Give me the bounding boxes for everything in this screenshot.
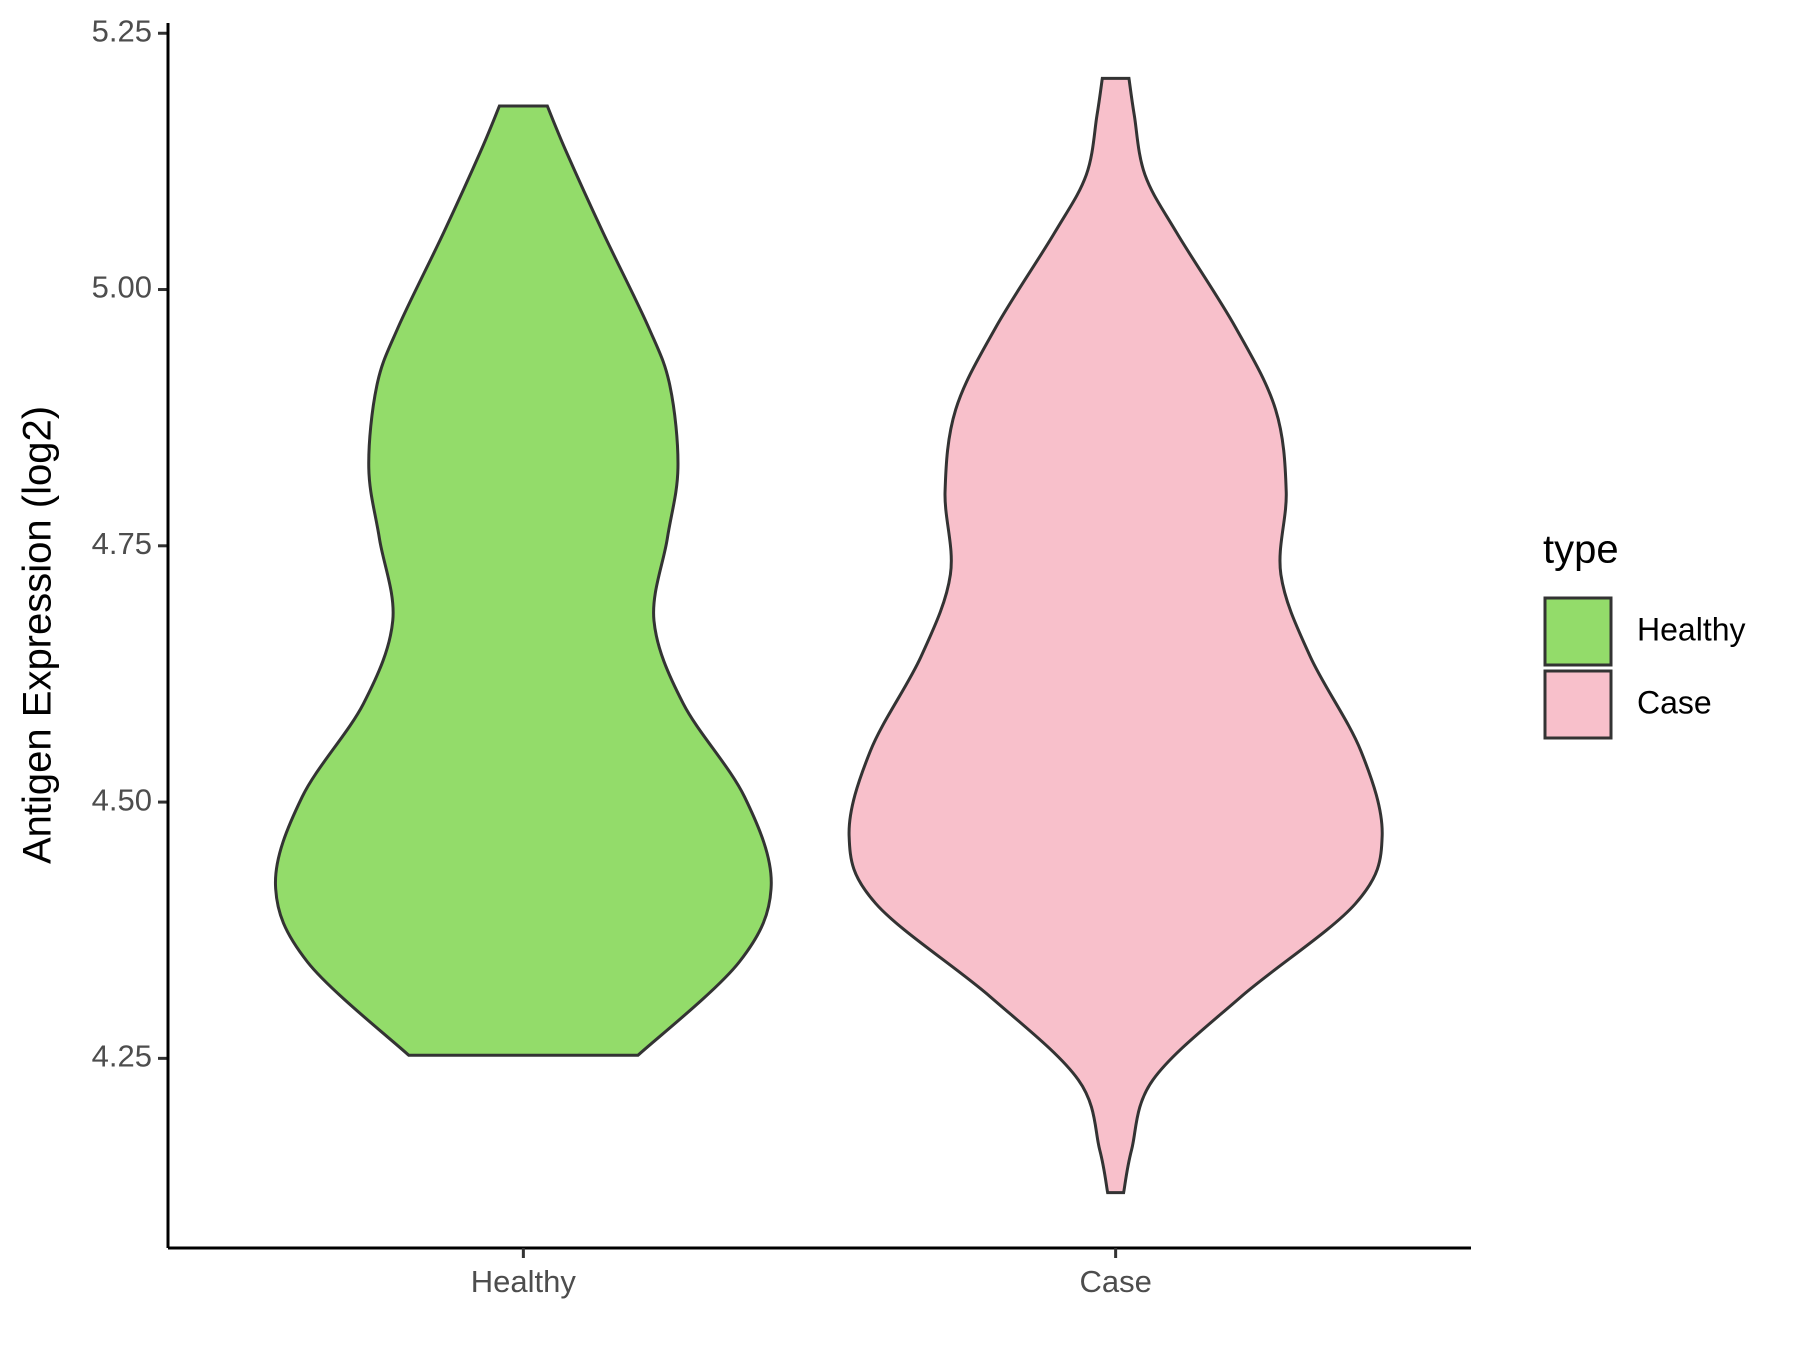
- x-tick-label: Healthy: [471, 1264, 577, 1299]
- x-tick-label: Case: [1079, 1264, 1151, 1299]
- violin: [847, 76, 1384, 1195]
- y-tick-label: 4.50: [92, 782, 152, 817]
- y-tick-label: 4.75: [92, 526, 152, 561]
- y-axis-label: Antigen Expression (log2): [16, 406, 60, 864]
- y-tick-label: 5.25: [92, 13, 152, 48]
- legend-label: Case: [1637, 684, 1712, 720]
- legend-key: [1543, 596, 1613, 667]
- violin: [273, 104, 773, 1057]
- y-tick-label: 4.25: [92, 1039, 152, 1074]
- legend-key: [1543, 669, 1613, 740]
- legend-title: type: [1543, 528, 1619, 572]
- legend-label: Healthy: [1637, 611, 1746, 647]
- y-tick-label: 5.00: [92, 270, 152, 305]
